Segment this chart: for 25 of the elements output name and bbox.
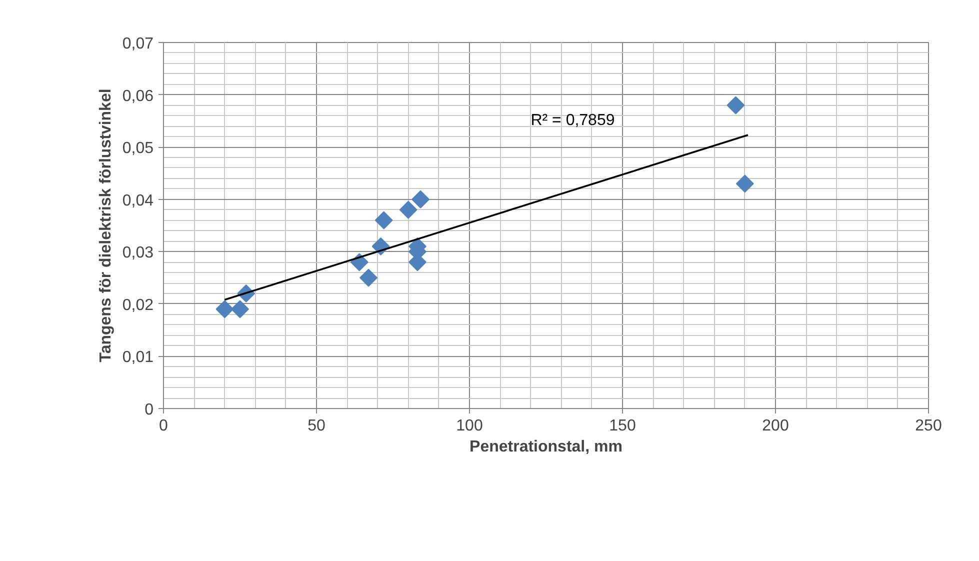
point (216, 300, 234, 318)
y-axis-title: Tangens för dielektrisk förlustvinkel (97, 88, 114, 362)
x-tick-label: 200 (762, 418, 789, 434)
y-tick-label: 0,04 (122, 192, 154, 210)
y-tick-label: 0,02 (122, 296, 154, 314)
x-tick-label: 0 (159, 418, 168, 434)
point (399, 200, 418, 219)
point (726, 96, 745, 114)
x-axis-title: Penetrationstal, mm (470, 438, 622, 456)
point (736, 174, 754, 193)
point (360, 268, 378, 287)
y-tick-label: 0,05 (122, 140, 154, 158)
y-tick-label: 0 (144, 402, 154, 418)
point (231, 300, 249, 318)
x-tick-label: 100 (456, 418, 483, 434)
x-tick-label: 250 (915, 418, 942, 434)
y-tick-label: 0,06 (122, 88, 154, 105)
point (412, 190, 430, 208)
y-tick-label: 0,01 (122, 349, 154, 366)
y-tick-label: 0,07 (122, 36, 154, 52)
x-tick-label: 150 (609, 418, 636, 434)
y-tick-label: 0,03 (122, 244, 154, 262)
annotation: R² = 0,7859 (530, 112, 615, 129)
x-tick-label: 50 (308, 418, 326, 434)
point (374, 211, 393, 230)
